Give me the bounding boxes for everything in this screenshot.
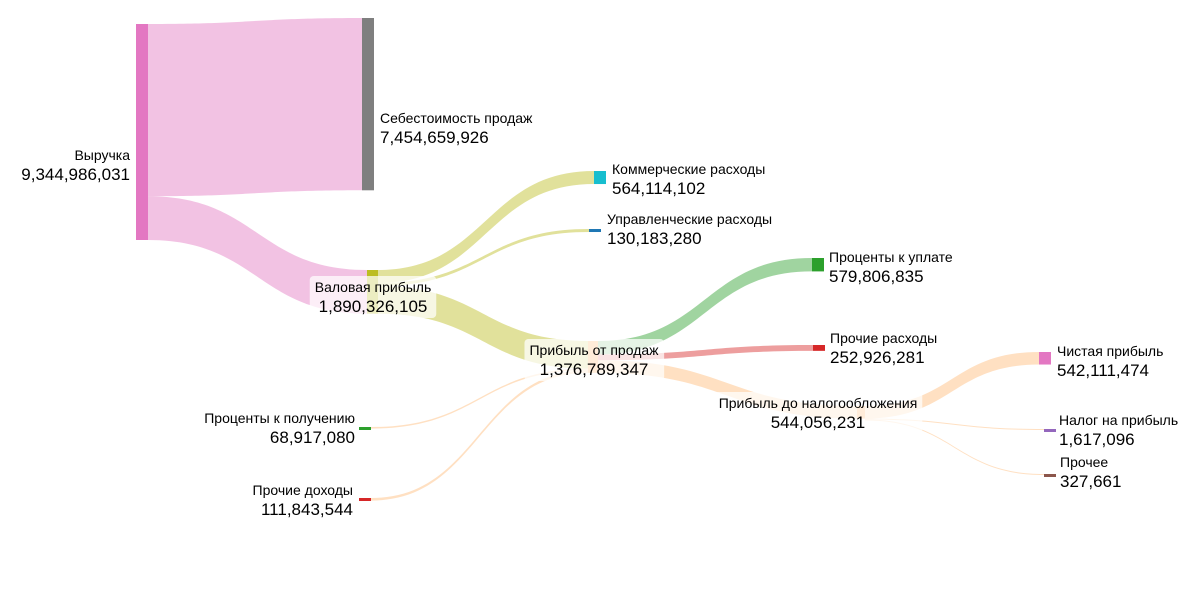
link-int_recv-to-op bbox=[371, 368, 588, 429]
label-other: Прочее 327,661 bbox=[1060, 454, 1121, 491]
node-tax[interactable] bbox=[1044, 429, 1056, 432]
label-name-oth_exp: Прочие расходы bbox=[830, 330, 937, 346]
label-bg-pretax bbox=[713, 392, 923, 434]
label-tax: Налог на прибыль 1,617,096 bbox=[1059, 412, 1178, 449]
label-int_pay: Проценты к уплате 579,806,835 bbox=[829, 249, 953, 286]
label-int_recv: Проценты к получению 68,917,080 bbox=[204, 410, 355, 447]
label-name-gross: Валовая прибыль bbox=[315, 279, 432, 295]
label-value-oth_inc: 111,843,544 bbox=[261, 500, 353, 519]
link-pretax-to-other bbox=[865, 419, 1044, 475]
label-value-pretax: 544,056,231 bbox=[771, 413, 866, 432]
label-name-net: Чистая прибыль bbox=[1057, 343, 1163, 359]
link-gross-to-selling bbox=[378, 171, 594, 284]
node-selling[interactable] bbox=[594, 171, 606, 185]
link-pretax-to-tax bbox=[865, 418, 1044, 430]
label-name-pretax: Прибыль до налогообложения bbox=[719, 395, 918, 411]
label-name-tax: Налог на прибыль bbox=[1059, 412, 1178, 428]
label-oth_exp: Прочие расходы 252,926,281 bbox=[830, 330, 937, 367]
node-revenue[interactable] bbox=[136, 24, 148, 240]
link-op-to-int_pay bbox=[598, 258, 812, 355]
node-oth_exp[interactable] bbox=[813, 345, 825, 351]
label-bg-gross bbox=[309, 276, 437, 318]
label-pretax: Прибыль до налогообложения 544,056,231 bbox=[713, 392, 923, 434]
label-bg-op bbox=[524, 339, 665, 381]
label-admin: Управленческие расходы 130,183,280 bbox=[607, 211, 772, 248]
label-name-cogs: Себестоимость продаж bbox=[380, 110, 533, 126]
label-name-int_recv: Проценты к получению bbox=[204, 410, 355, 426]
label-oth_inc: Прочие доходы 111,843,544 bbox=[253, 482, 353, 519]
label-op: Прибыль от продаж 1,376,789,347 bbox=[524, 339, 665, 381]
label-name-op: Прибыль от продаж bbox=[529, 342, 659, 358]
label-name-admin: Управленческие расходы bbox=[607, 211, 772, 227]
node-other[interactable] bbox=[1044, 474, 1056, 477]
label-net: Чистая прибыль 542,111,474 bbox=[1057, 343, 1163, 380]
label-selling: Коммерческие расходы 564,114,102 bbox=[612, 161, 765, 198]
label-value-net: 542,111,474 bbox=[1057, 361, 1149, 380]
label-name-int_pay: Проценты к уплате bbox=[829, 249, 953, 265]
label-name-other: Прочее bbox=[1060, 454, 1108, 470]
link-oth_inc-to-op bbox=[371, 370, 588, 501]
label-value-gross: 1,890,326,105 bbox=[319, 297, 428, 316]
link-revenue-to-cogs bbox=[148, 18, 362, 197]
node-oth_inc[interactable] bbox=[359, 498, 371, 501]
label-value-cogs: 7,454,659,926 bbox=[380, 128, 489, 147]
sankey-labels: Выручка 9,344,986,031 Себестоимость продаж… bbox=[21, 110, 1178, 519]
node-net[interactable] bbox=[1039, 352, 1051, 365]
link-gross-to-admin bbox=[378, 229, 589, 287]
label-cogs: Себестоимость продаж 7,454,659,926 bbox=[380, 110, 533, 147]
label-value-int_pay: 579,806,835 bbox=[829, 267, 924, 286]
node-int_recv[interactable] bbox=[359, 427, 371, 430]
label-revenue: Выручка 9,344,986,031 bbox=[21, 147, 130, 184]
label-name-revenue: Выручка bbox=[74, 147, 130, 163]
label-value-tax: 1,617,096 bbox=[1059, 430, 1135, 449]
label-gross: Валовая прибыль 1,890,326,105 bbox=[309, 276, 437, 318]
label-value-admin: 130,183,280 bbox=[607, 229, 702, 248]
label-value-other: 327,661 bbox=[1060, 472, 1121, 491]
label-name-oth_inc: Прочие доходы bbox=[253, 482, 353, 498]
node-admin[interactable] bbox=[589, 229, 601, 233]
node-cogs[interactable] bbox=[362, 18, 374, 191]
label-value-oth_exp: 252,926,281 bbox=[830, 348, 925, 367]
label-name-selling: Коммерческие расходы bbox=[612, 161, 765, 177]
label-value-selling: 564,114,102 bbox=[612, 179, 705, 198]
node-int_pay[interactable] bbox=[812, 258, 824, 272]
label-value-op: 1,376,789,347 bbox=[540, 360, 649, 379]
label-value-revenue: 9,344,986,031 bbox=[21, 165, 130, 184]
label-value-int_recv: 68,917,080 bbox=[270, 428, 355, 447]
